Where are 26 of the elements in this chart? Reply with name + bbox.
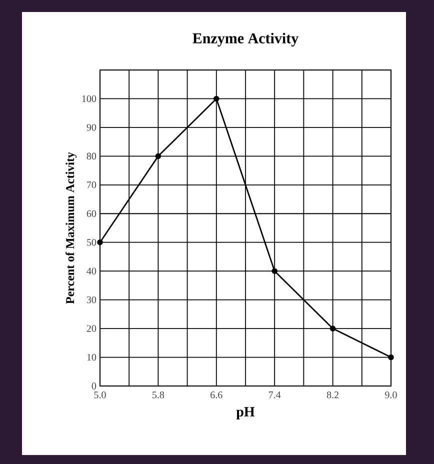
y-tick-label: 20 <box>86 325 96 332</box>
y-tick-label: 40 <box>86 268 96 274</box>
y-tick-label: 60 <box>86 210 96 218</box>
y-tick-label: 80 <box>86 152 96 160</box>
y-tick-label: 10 <box>87 354 96 361</box>
chart-title: Enzyme Activity <box>192 32 298 46</box>
x-axis-title: pH <box>236 407 255 420</box>
y-tick-label: 70 <box>87 182 96 188</box>
point <box>213 96 220 102</box>
point <box>272 268 278 274</box>
point <box>97 239 103 246</box>
x-tick-label: 5.8 <box>152 392 164 398</box>
x-tick-label: 6.6 <box>210 392 222 398</box>
point <box>388 354 394 360</box>
y-tick-label: 100 <box>82 95 96 102</box>
x-tick-label: 9.0 <box>385 392 397 398</box>
y-axis-title: Percent of Maximum Activity <box>66 152 77 304</box>
x-tick-label: 8.2 <box>326 392 338 398</box>
y-tick-label: 90 <box>86 124 96 131</box>
y-tick-label: 30 <box>86 296 96 304</box>
x-tick-label: 7.4 <box>269 392 281 398</box>
point <box>155 153 162 160</box>
x-tick-label: 5.0 <box>94 392 106 398</box>
y-tick-label: 50 <box>87 238 96 246</box>
y-tick-label: 0 <box>92 382 96 390</box>
point <box>330 326 336 332</box>
